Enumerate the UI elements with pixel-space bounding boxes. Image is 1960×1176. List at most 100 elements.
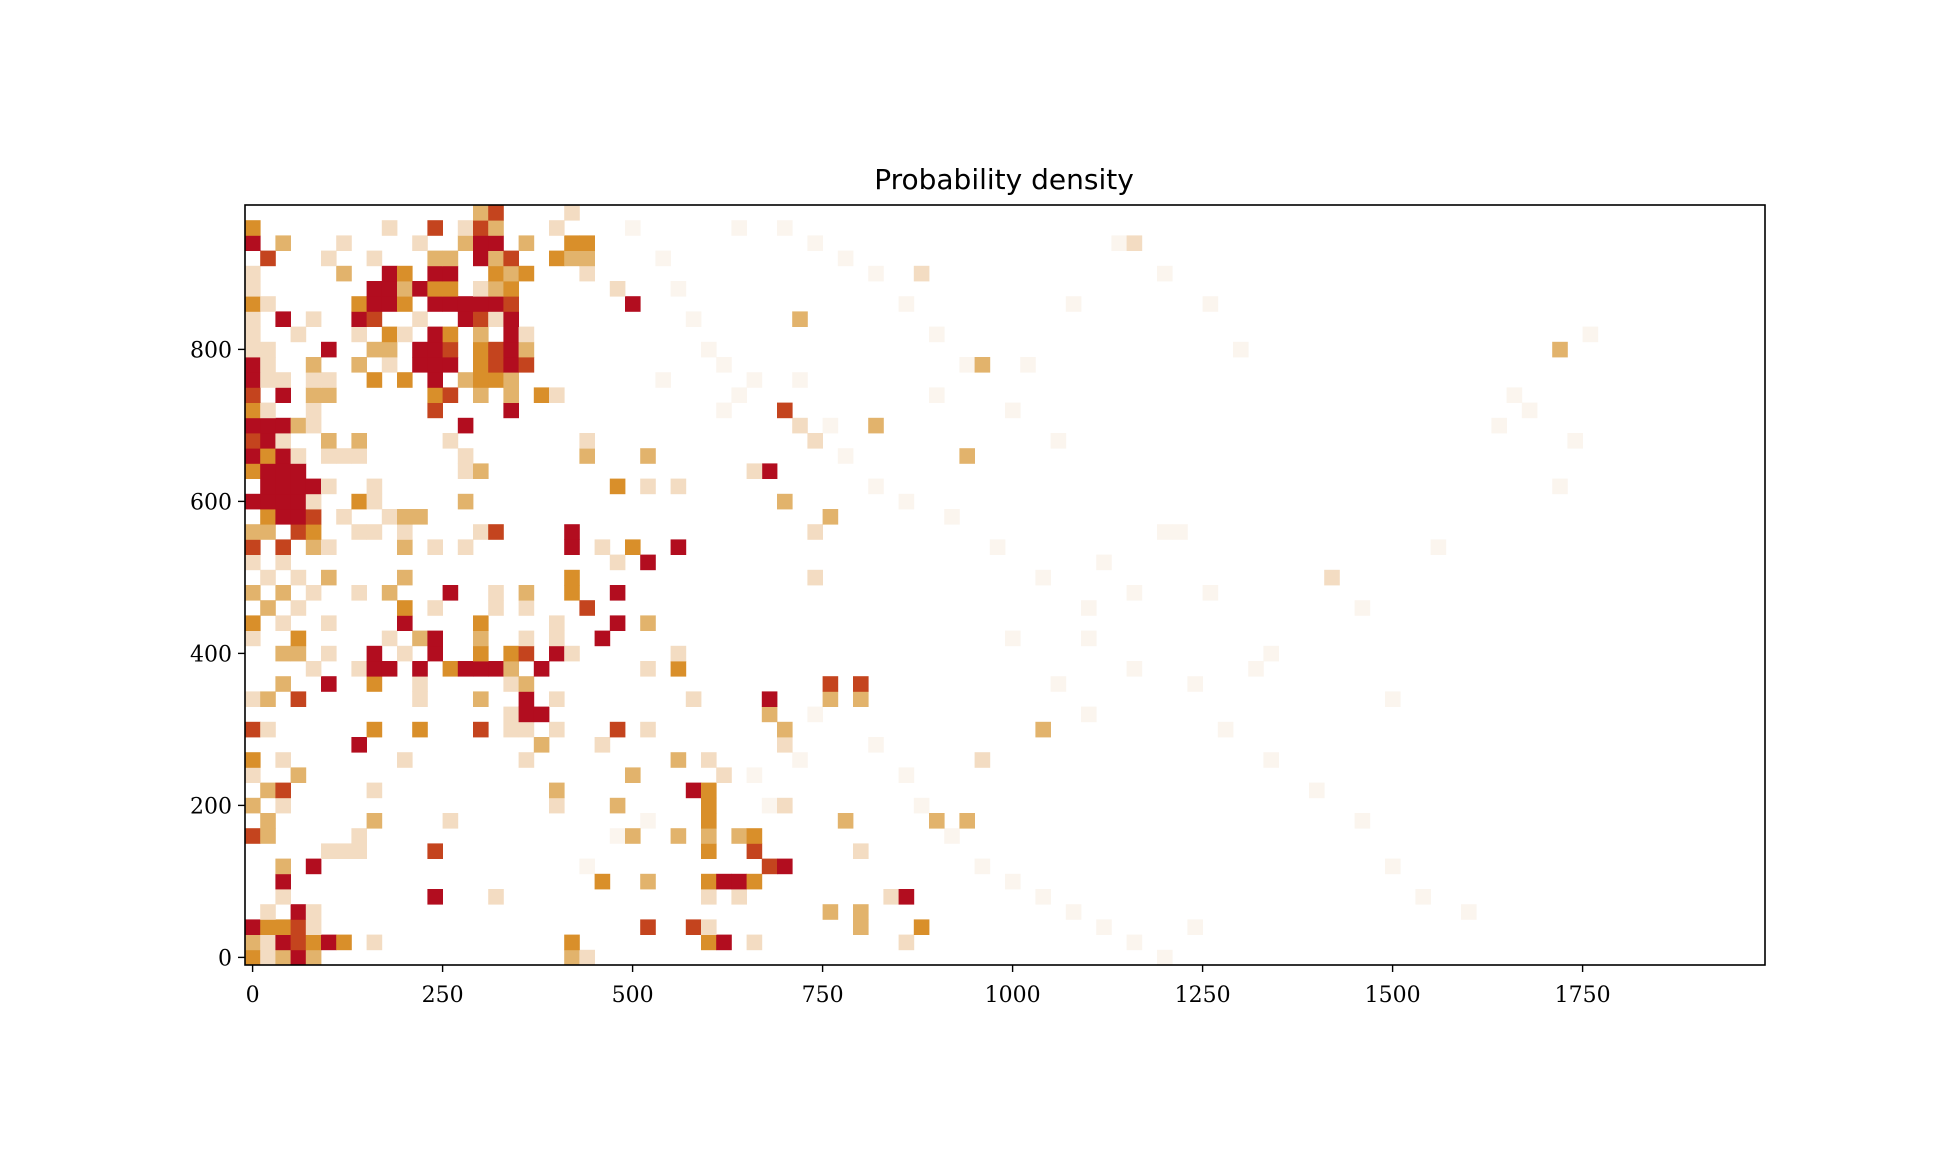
heatmap-cell [473, 387, 489, 403]
heatmap-cell [746, 463, 763, 479]
heatmap-cell-faint [1506, 387, 1523, 403]
heatmap-cell [503, 721, 519, 738]
heatmap-cell [549, 387, 565, 403]
x-tick-label: 1000 [985, 983, 1041, 1008]
heatmap-cell [381, 326, 398, 343]
heatmap-cell [640, 615, 656, 631]
heatmap-cell [427, 630, 443, 647]
heatmap-cell [473, 326, 489, 343]
heatmap-cell [275, 387, 291, 403]
heatmap-cell [336, 265, 352, 282]
heatmap-cell [442, 433, 459, 449]
heatmap-cell [533, 706, 550, 723]
heatmap-cell [321, 372, 337, 388]
heatmap-cell [245, 235, 261, 251]
heatmap-cell [366, 478, 383, 495]
heatmap-cell [488, 250, 504, 267]
heatmap-cell [245, 493, 261, 510]
heatmap-cell-faint [807, 235, 823, 251]
heatmap-cell-faint [761, 797, 778, 814]
heatmap-cell [457, 539, 474, 555]
heatmap-cell [245, 554, 261, 571]
heatmap-cell [245, 767, 261, 783]
heatmap-cell [822, 676, 839, 692]
heatmap-cell [457, 372, 474, 388]
heatmap-cell [275, 858, 291, 875]
heatmap-cell [305, 661, 322, 677]
heatmap-cell [1126, 235, 1143, 251]
heatmap-cell [351, 661, 367, 677]
heatmap-cell [245, 797, 261, 814]
heatmap-cell [457, 417, 474, 434]
heatmap-cell [518, 706, 535, 723]
heatmap-cell [1324, 569, 1340, 586]
heatmap-cell [853, 904, 869, 920]
heatmap-cell [442, 250, 459, 267]
heatmap-cell [305, 509, 322, 525]
heatmap-cell [260, 509, 276, 525]
heatmap-cell-faint [655, 250, 671, 267]
heatmap-cell [457, 661, 474, 677]
heatmap-cell [427, 326, 443, 343]
heatmap-cell-faint [1096, 554, 1112, 571]
heatmap-cell [549, 782, 565, 799]
heatmap-cell [351, 296, 367, 312]
heatmap-cell [473, 615, 489, 631]
heatmap-cell [321, 539, 337, 555]
heatmap-cell [351, 843, 367, 859]
heatmap-cell [260, 524, 276, 540]
heatmap-cell [290, 767, 307, 783]
heatmap-cell [837, 813, 854, 829]
heatmap-cell [260, 569, 276, 586]
heatmap-cell [260, 949, 276, 966]
heatmap-cell [853, 676, 869, 692]
heatmap-cell [473, 357, 489, 373]
heatmap-cell [549, 220, 565, 236]
heatmap-cell-faint [1491, 417, 1507, 434]
heatmap-cell [503, 645, 519, 662]
heatmap-cell [245, 433, 261, 449]
heatmap-cell [473, 281, 489, 297]
heatmap-cell [245, 448, 261, 464]
heatmap-cell [290, 524, 307, 540]
heatmap-cell [853, 919, 869, 935]
heatmap-cell [518, 357, 535, 373]
heatmap-cell [473, 372, 489, 388]
heatmap-cell [488, 372, 504, 388]
heatmap-cell [716, 934, 732, 951]
heatmap-cell [245, 281, 261, 297]
y-tick-label: 600 [190, 490, 232, 515]
heatmap-cell [260, 463, 276, 479]
heatmap-cell [473, 721, 489, 738]
heatmap-cell [290, 934, 307, 951]
heatmap-cell-faint [716, 357, 732, 373]
heatmap-cell [275, 509, 291, 525]
heatmap-cell [321, 341, 337, 358]
heatmap-cell [488, 889, 504, 905]
heatmap-cell-faint [609, 828, 626, 844]
heatmap-cell-faint [579, 858, 595, 875]
heatmap-cell-faint [746, 372, 763, 388]
heatmap-cell [305, 585, 322, 601]
heatmap-cell-faint [1050, 676, 1067, 692]
x-tick-label: 250 [422, 983, 464, 1008]
heatmap-cell [412, 509, 428, 525]
heatmap-cell [260, 448, 276, 464]
heatmap-cell [488, 600, 504, 616]
heatmap-cell [761, 858, 778, 875]
heatmap-cell [564, 524, 580, 540]
y-tick-label: 200 [190, 794, 232, 819]
heatmap-cell [366, 645, 383, 662]
heatmap-cell-faint [1217, 721, 1234, 738]
heatmap-cell [518, 676, 535, 692]
heatmap-cell [518, 265, 535, 282]
heatmap-cell-faint [959, 357, 975, 373]
heatmap-cell [245, 341, 261, 358]
heatmap-cell [959, 813, 975, 829]
heatmap-cell [245, 752, 261, 768]
heatmap-cell [245, 417, 261, 434]
heatmap-cell [366, 813, 383, 829]
heatmap-cell [381, 630, 398, 647]
heatmap-cell [351, 524, 367, 540]
